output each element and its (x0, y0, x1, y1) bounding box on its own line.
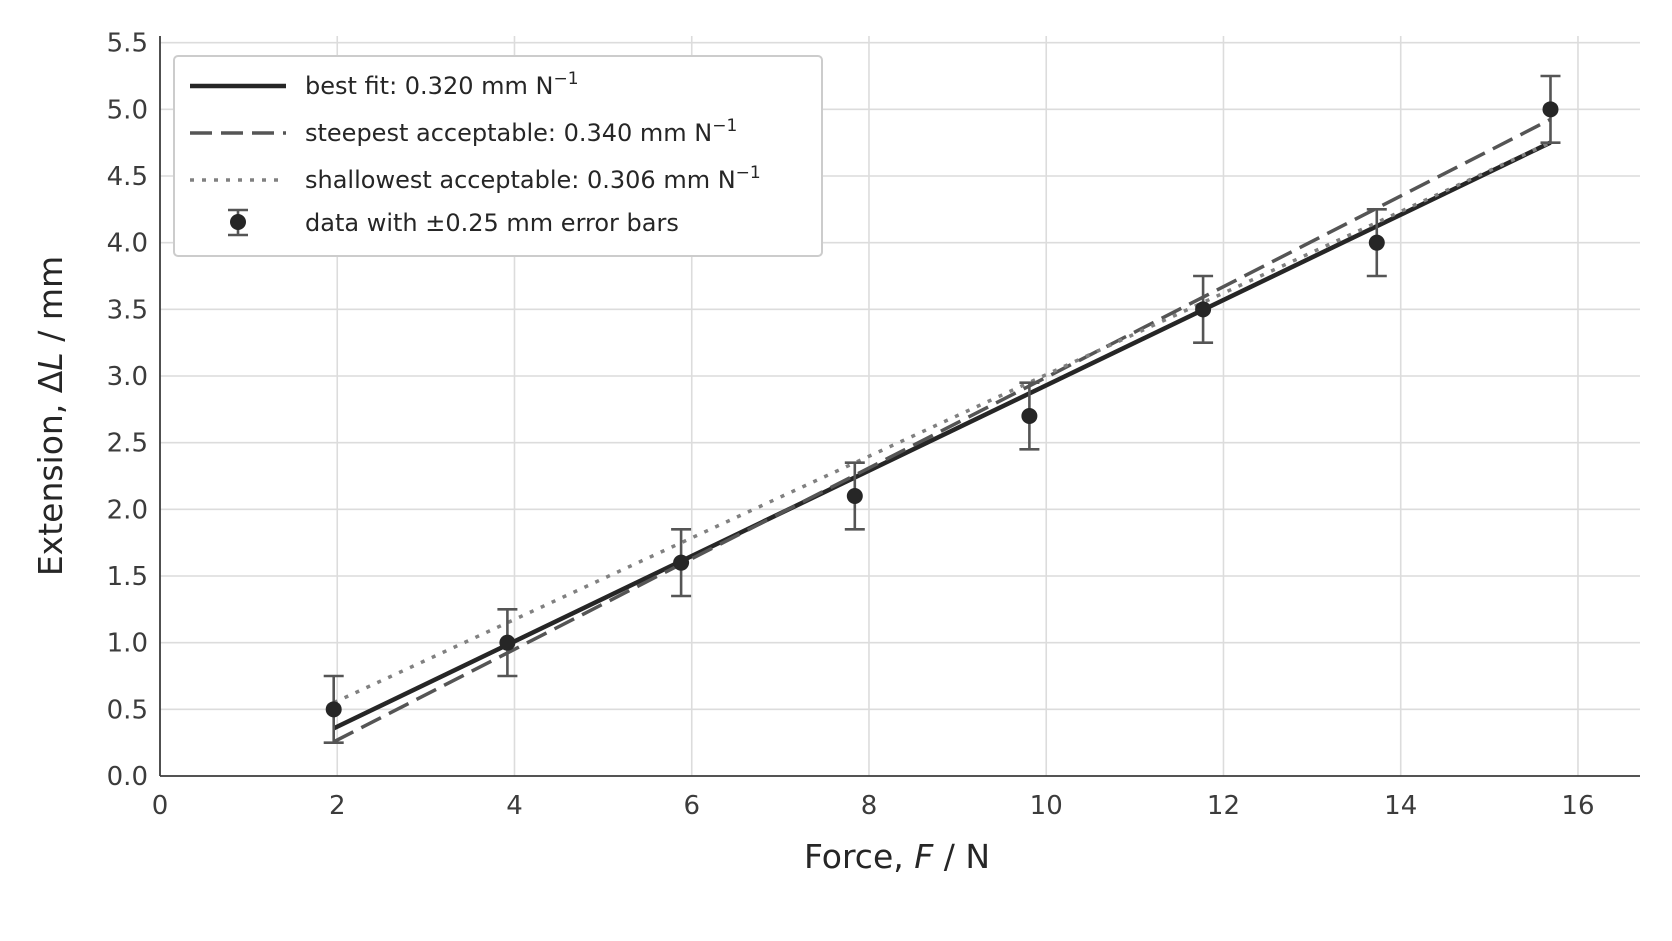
y-tick-label: 1.5 (107, 562, 148, 592)
legend: best fit: 0.320 mm N−1 steepest acceptab… (173, 55, 823, 257)
legend-data-swatch (228, 208, 248, 237)
data-point (1542, 101, 1559, 118)
y-tick-label: 4.5 (107, 162, 148, 192)
x-axis-title: Force, F / N (804, 837, 990, 876)
x-tick-label: 10 (1030, 791, 1063, 821)
fit-lines (332, 117, 1552, 744)
y-tick-label: 0.5 (107, 695, 148, 725)
legend-data-label: data with ±0.25 mm error bars (305, 209, 679, 237)
data-point (1021, 408, 1038, 424)
x-tick-label: 8 (861, 791, 878, 821)
data-point (325, 701, 342, 718)
y-tick-label: 1.0 (107, 629, 148, 659)
grid-lines (160, 36, 1640, 776)
x-tick-labels: 0 2 4 6 8 10 12 14 16 (152, 791, 1595, 821)
x-tick-label: 16 (1561, 791, 1594, 821)
legend-shallowest-label: shallowest acceptable: 0.306 mm N−1 (305, 163, 761, 194)
data-point (1368, 234, 1385, 251)
y-tick-label: 2.0 (107, 495, 148, 525)
y-tick-label: 5.0 (107, 95, 148, 125)
x-tick-label: 6 (683, 791, 700, 821)
legend-best-fit-label: best fit: 0.320 mm N−1 (305, 69, 579, 100)
data-point (499, 634, 516, 651)
x-tick-label: 14 (1384, 791, 1417, 821)
legend-steepest-label: steepest acceptable: 0.340 mm N−1 (305, 116, 737, 147)
x-tick-label: 0 (152, 791, 169, 821)
legend-frame (173, 55, 823, 257)
axes (159, 36, 1640, 777)
x-tick-label: 12 (1207, 791, 1240, 821)
data-point (673, 554, 690, 571)
y-tick-label: 5.5 (107, 29, 148, 59)
data-points (325, 101, 1559, 718)
data-point (846, 488, 863, 504)
y-tick-label: 3.5 (107, 295, 148, 325)
x-tick-label: 2 (329, 791, 346, 821)
y-tick-label: 3.0 (107, 362, 148, 392)
y-tick-labels: 0.0 0.5 1.0 1.5 2.0 2.5 3.0 3.5 4.0 4.5 5.0 5.5 (107, 29, 148, 792)
best-line (332, 140, 1552, 731)
x-tick-label: 4 (506, 791, 523, 821)
y-tick-label: 4.0 (107, 229, 148, 259)
y-tick-label: 0.0 (107, 762, 148, 792)
y-axis-title: Extension, ΔL / mm (31, 256, 70, 576)
data-point (1195, 301, 1212, 318)
y-tick-label: 2.5 (107, 429, 148, 459)
steep-line (332, 117, 1552, 744)
shallow-line (332, 140, 1552, 705)
